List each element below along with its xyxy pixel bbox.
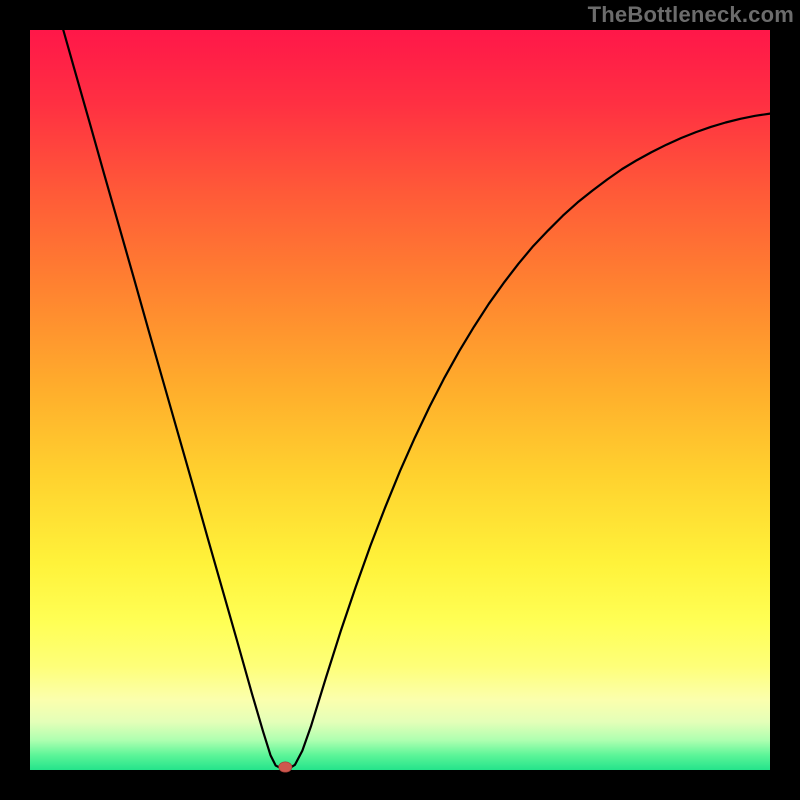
chart-container: TheBottleneck.com xyxy=(0,0,800,800)
plot-background xyxy=(30,30,770,770)
watermark-text: TheBottleneck.com xyxy=(588,2,794,28)
minimum-marker xyxy=(279,762,292,772)
bottleneck-chart xyxy=(0,0,800,800)
